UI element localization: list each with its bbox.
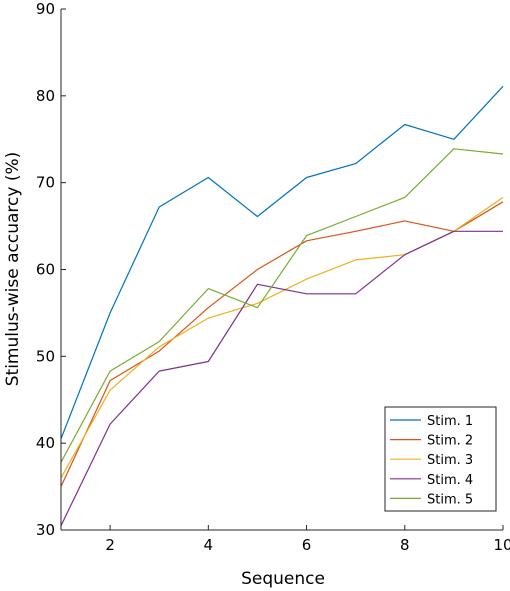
x-tick-label: 4 [204,536,214,554]
series-line-5 [60,148,504,463]
x-tick-label: 6 [302,536,312,554]
legend-box [384,406,497,512]
y-tick-label: 90 [36,0,55,18]
x-tick-label: 8 [400,536,410,554]
y-tick-label: 70 [36,174,55,192]
legend: Stim. 1 Stim. 2 Stim. 3 Stim. 4 Stim. 5 [384,406,497,512]
series-lines [60,85,504,526]
y-tick-label: 80 [36,87,55,105]
y-tick-label: 50 [36,347,55,365]
axes: 30 40 50 60 70 80 90 2 4 6 8 10 [36,0,510,554]
y-tick-label: 40 [36,434,55,452]
y-tick-label: 60 [36,261,55,279]
y-axis-title: Stimulus-wise accuarcy (%) [3,152,23,387]
legend-label: Stim. 1 [427,414,473,429]
x-tick-label: 2 [105,536,115,554]
legend-label: Stim. 4 [427,473,473,488]
legend-label: Stim. 3 [427,453,473,468]
y-tick-label: 30 [36,521,55,539]
series-line-1 [60,85,504,440]
x-axis-title: Sequence [241,569,325,589]
series-line-2 [60,201,504,487]
series-line-4 [60,230,503,526]
x-tick-label: 10 [493,536,510,554]
legend-label: Stim. 5 [427,492,473,507]
legend-label: Stim. 2 [427,434,473,449]
